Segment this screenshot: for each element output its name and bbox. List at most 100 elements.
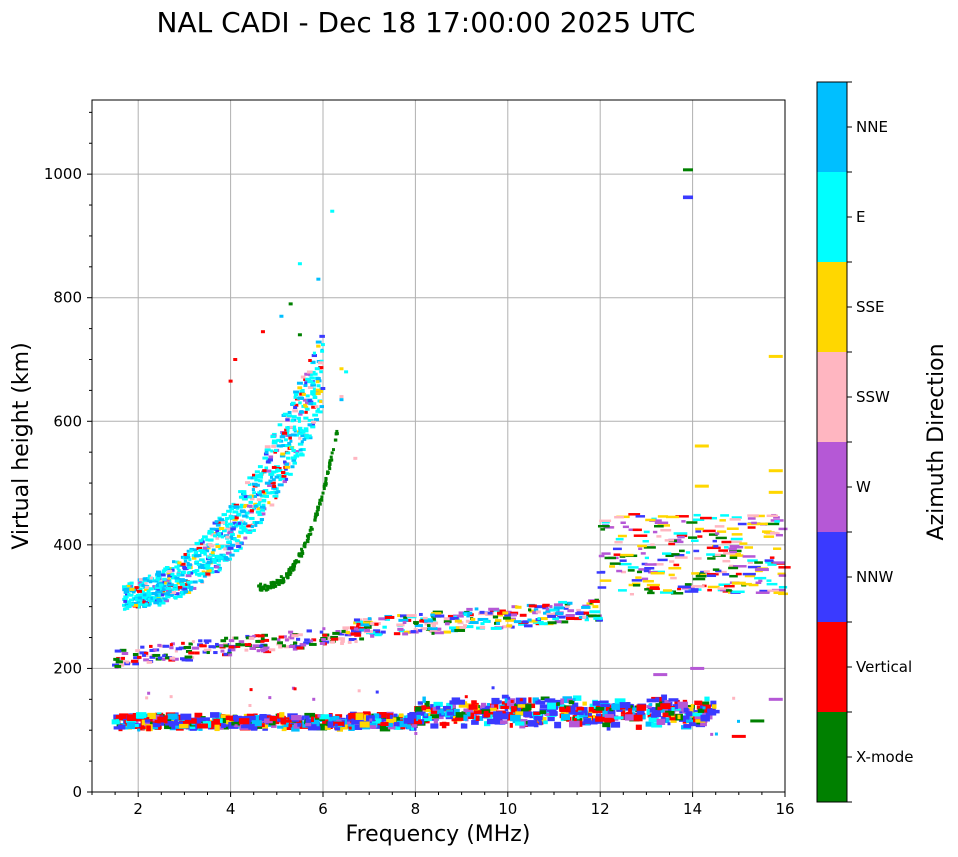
echo-point [284,645,291,649]
echo-point [262,586,266,590]
echo-point [676,534,688,538]
echo-point [667,722,671,726]
echo-point [194,554,199,558]
echo-point [380,722,389,727]
echo-point [464,695,468,699]
echo-point [228,522,234,526]
echo-point [543,720,548,725]
echo-point [695,719,706,723]
echo-point [302,398,307,402]
echo-point [635,515,646,518]
echo-point [614,716,624,720]
echo-point [225,527,231,531]
echo-point [177,561,182,565]
echo-point [253,715,260,721]
echo-point [313,518,317,522]
echo-point [347,721,356,727]
echo-point [365,715,375,722]
echo-point [768,469,783,473]
echo-point [583,718,592,724]
echo-point [181,658,188,662]
echo-point [191,718,197,724]
echo-point [220,714,230,720]
echo-point [285,417,290,421]
echo-point [555,612,564,616]
echo-point [353,456,358,460]
echo-point [286,456,291,460]
echo-point [528,608,532,612]
echo-point [617,589,627,592]
echo-point [706,574,717,578]
echo-point [398,618,409,622]
echo-point [158,583,164,587]
echo-point [154,599,158,603]
echo-point [242,528,248,532]
echo-point [220,649,225,653]
echo-point [322,640,330,644]
echo-point [643,569,650,573]
echo-point [773,591,786,595]
echo-point [734,546,744,549]
echo-point [363,625,372,629]
echo-point [258,584,262,588]
echo-point [374,622,379,626]
echo-point [504,698,510,704]
echo-point [258,493,263,497]
echo-point [258,586,262,590]
echo-point [583,611,590,615]
echo-point [581,605,591,609]
echo-point [186,571,191,575]
echo-point [324,725,331,730]
echo-point [307,399,312,403]
echo-point [135,712,147,719]
echo-point [490,704,495,708]
colorbar-segment [817,172,847,262]
echo-point [710,732,714,736]
echo-point [280,718,287,725]
echo-point [728,547,737,551]
echo-point [166,717,172,724]
echo-point [471,700,477,706]
echo-point [259,512,266,516]
echo-point [592,709,603,714]
echo-point [252,473,256,477]
echo-point [319,334,325,338]
echo-point [424,700,430,707]
echo-point [604,556,616,560]
echo-point [154,593,159,597]
echo-point [486,718,498,725]
echo-point [582,701,587,706]
echo-point [298,412,303,416]
echo-point [268,648,276,652]
echo-point [191,656,195,660]
echo-point [244,715,256,723]
echo-point [291,714,302,721]
echo-point [685,719,694,723]
echo-point [234,539,240,543]
echo-point [214,565,220,569]
echo-point [729,554,744,557]
echo-point [241,525,246,529]
echo-point [729,550,737,554]
echo-point [245,530,251,534]
echo-point [640,552,646,555]
echo-point [697,535,703,538]
echo-point [558,600,568,604]
echo-point [632,528,642,532]
echo-point [251,523,257,527]
y-tick-label: 0 [72,783,82,801]
echo-point [480,622,485,626]
echo-point [255,493,260,497]
echo-point [713,545,719,548]
echo-point [127,592,131,596]
echo-point [742,572,756,576]
echo-point [189,547,194,551]
echo-point [157,593,162,597]
echo-point [773,547,782,550]
echo-point [306,370,313,374]
echo-point [308,436,313,440]
echo-point [431,631,435,635]
echo-point [164,723,172,730]
echo-point [466,712,471,717]
echo-point [187,566,192,570]
